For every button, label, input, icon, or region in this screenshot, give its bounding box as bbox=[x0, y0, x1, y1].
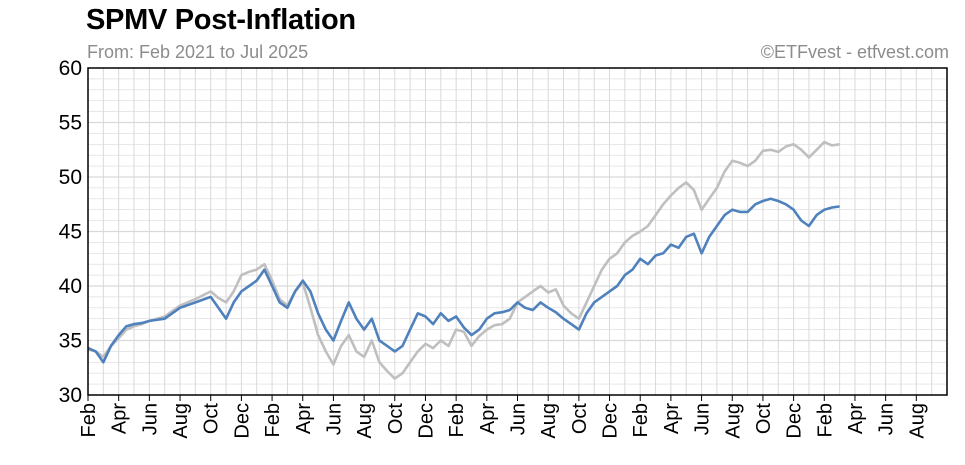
y-tick-label: 35 bbox=[59, 330, 82, 353]
x-tick-label: Apr bbox=[293, 403, 315, 434]
x-axis-tick-labels: Feb Apr Jun Aug Oct Dec Feb Apr Jun Aug Oct Dec Feb A… bbox=[78, 403, 928, 439]
x-tick-label: Dec bbox=[231, 403, 253, 439]
x-tick-label: Aug bbox=[722, 403, 744, 439]
x-tick-label: Dec bbox=[784, 403, 806, 439]
x-tick-label: Feb bbox=[630, 403, 652, 437]
y-tick-label: 40 bbox=[59, 275, 82, 298]
axes bbox=[87, 67, 948, 401]
y-tick-label: 55 bbox=[59, 112, 82, 135]
y-tick-label: 60 bbox=[59, 57, 82, 80]
chart-credit: ©ETFvest - etfvest.com bbox=[760, 42, 949, 62]
x-tick-label: Dec bbox=[600, 403, 622, 439]
x-tick-label: Aug bbox=[170, 403, 192, 439]
x-tick-label: Oct bbox=[201, 403, 223, 435]
x-tick-label: Apr bbox=[661, 403, 683, 434]
chart-subtitle: From: Feb 2021 to Jul 2025 bbox=[87, 42, 309, 62]
x-tick-label: Aug bbox=[354, 403, 376, 439]
x-tick-label: Jun bbox=[876, 403, 898, 435]
y-tick-label: 50 bbox=[59, 166, 82, 189]
chart-title: SPMV Post-Inflation bbox=[86, 4, 356, 36]
y-tick-label: 30 bbox=[59, 384, 82, 407]
series-layer bbox=[87, 140, 840, 380]
x-tick-label: Dec bbox=[415, 403, 437, 439]
x-tick-label: Jun bbox=[139, 403, 161, 435]
x-tick-label: Aug bbox=[906, 403, 928, 439]
y-axis-tick-labels: 30 35 40 45 50 55 60 bbox=[59, 57, 82, 407]
x-tick-label: Jun bbox=[692, 403, 714, 435]
x-tick-label: Jun bbox=[508, 403, 530, 435]
x-tick-label: Feb bbox=[78, 403, 100, 437]
x-tick-label: Feb bbox=[446, 403, 468, 437]
x-tick-label: Aug bbox=[538, 403, 560, 439]
x-tick-label: Oct bbox=[569, 403, 591, 435]
x-tick-label: Oct bbox=[385, 403, 407, 435]
x-tick-label: Feb bbox=[814, 403, 836, 437]
x-tick-label: Jun bbox=[323, 403, 345, 435]
x-tick-label: Oct bbox=[753, 403, 775, 435]
x-tick-label: Feb bbox=[262, 403, 284, 437]
x-tick-label: Apr bbox=[845, 403, 867, 434]
horizontal-gridlines bbox=[88, 78, 947, 385]
series-line-2 bbox=[87, 197, 840, 364]
x-tick-label: Apr bbox=[109, 403, 131, 434]
y-tick-label: 45 bbox=[59, 221, 82, 244]
series-line-1 bbox=[87, 140, 840, 380]
x-tick-label: Apr bbox=[477, 403, 499, 434]
